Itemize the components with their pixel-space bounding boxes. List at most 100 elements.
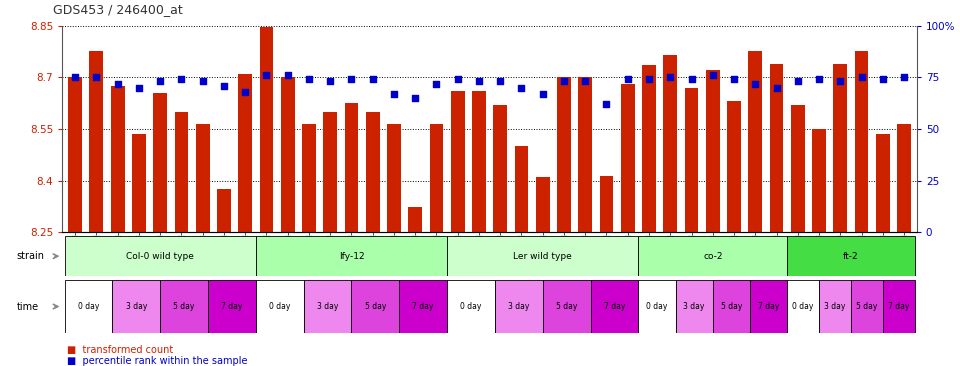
- Bar: [787, 236, 915, 276]
- Bar: [883, 280, 915, 333]
- Bar: [557, 77, 571, 232]
- Bar: [160, 280, 208, 333]
- Point: [408, 95, 423, 101]
- Text: Col-0 wild type: Col-0 wild type: [126, 252, 194, 261]
- Text: 3 day: 3 day: [825, 302, 846, 311]
- Text: 0 day: 0 day: [460, 302, 482, 311]
- Text: 0 day: 0 day: [269, 302, 291, 311]
- Bar: [536, 177, 550, 232]
- Point: [705, 72, 720, 78]
- Point: [67, 74, 83, 80]
- Bar: [663, 55, 677, 232]
- Bar: [387, 124, 401, 232]
- Bar: [238, 74, 252, 232]
- Bar: [64, 236, 255, 276]
- Text: 0 day: 0 day: [646, 302, 667, 311]
- Point: [811, 76, 827, 82]
- Text: 3 day: 3 day: [126, 302, 147, 311]
- Bar: [787, 280, 819, 333]
- Bar: [495, 280, 542, 333]
- Bar: [447, 280, 495, 333]
- Bar: [819, 280, 851, 333]
- Point: [620, 76, 636, 82]
- Point: [344, 76, 359, 82]
- Bar: [280, 77, 295, 232]
- Bar: [345, 103, 358, 232]
- Point: [259, 72, 275, 78]
- Bar: [447, 236, 638, 276]
- Bar: [451, 91, 465, 232]
- Bar: [493, 105, 507, 232]
- Bar: [302, 124, 316, 232]
- Bar: [259, 27, 274, 232]
- Bar: [399, 280, 447, 333]
- Point: [88, 74, 104, 80]
- Point: [471, 79, 487, 85]
- Point: [514, 85, 529, 90]
- Bar: [112, 280, 160, 333]
- Bar: [749, 52, 762, 232]
- Bar: [255, 280, 303, 333]
- Bar: [638, 280, 676, 333]
- Point: [832, 79, 848, 85]
- Bar: [898, 124, 911, 232]
- Bar: [68, 77, 82, 232]
- Bar: [255, 236, 447, 276]
- Point: [897, 74, 912, 80]
- Point: [599, 101, 614, 107]
- Point: [876, 76, 891, 82]
- Bar: [324, 112, 337, 232]
- Bar: [515, 146, 528, 232]
- Point: [174, 76, 189, 82]
- Bar: [366, 112, 379, 232]
- Point: [365, 76, 380, 82]
- Point: [301, 76, 317, 82]
- Point: [790, 79, 805, 85]
- Text: 7 day: 7 day: [888, 302, 909, 311]
- Point: [769, 85, 784, 90]
- Point: [535, 91, 550, 97]
- Text: time: time: [16, 302, 38, 311]
- Text: GDS453 / 246400_at: GDS453 / 246400_at: [53, 3, 182, 16]
- Bar: [542, 280, 590, 333]
- Point: [195, 79, 210, 85]
- Text: co-2: co-2: [703, 252, 723, 261]
- Bar: [472, 91, 486, 232]
- Bar: [750, 280, 787, 333]
- Bar: [429, 124, 444, 232]
- Text: 7 day: 7 day: [221, 302, 243, 311]
- Bar: [303, 280, 351, 333]
- Bar: [706, 70, 720, 232]
- Text: 5 day: 5 day: [365, 302, 386, 311]
- Bar: [89, 52, 104, 232]
- Point: [153, 79, 168, 85]
- Point: [450, 76, 466, 82]
- Bar: [876, 134, 890, 232]
- Text: 5 day: 5 day: [721, 302, 742, 311]
- Bar: [684, 87, 699, 232]
- Bar: [712, 280, 750, 333]
- Point: [280, 72, 296, 78]
- Text: lfy-12: lfy-12: [339, 252, 364, 261]
- Point: [684, 76, 699, 82]
- Text: 3 day: 3 day: [684, 302, 705, 311]
- Point: [748, 81, 763, 86]
- Bar: [791, 105, 804, 232]
- Text: 7 day: 7 day: [413, 302, 434, 311]
- Point: [578, 79, 593, 85]
- Bar: [132, 134, 146, 232]
- Text: strain: strain: [16, 251, 44, 261]
- Bar: [854, 52, 869, 232]
- Text: 7 day: 7 day: [604, 302, 625, 311]
- Text: Ler wild type: Ler wild type: [514, 252, 572, 261]
- Bar: [208, 280, 255, 333]
- Bar: [351, 280, 399, 333]
- Bar: [154, 93, 167, 232]
- Text: 0 day: 0 day: [78, 302, 99, 311]
- Bar: [851, 280, 883, 333]
- Bar: [590, 280, 638, 333]
- Point: [386, 91, 401, 97]
- Point: [492, 79, 508, 85]
- Point: [662, 74, 678, 80]
- Bar: [638, 236, 787, 276]
